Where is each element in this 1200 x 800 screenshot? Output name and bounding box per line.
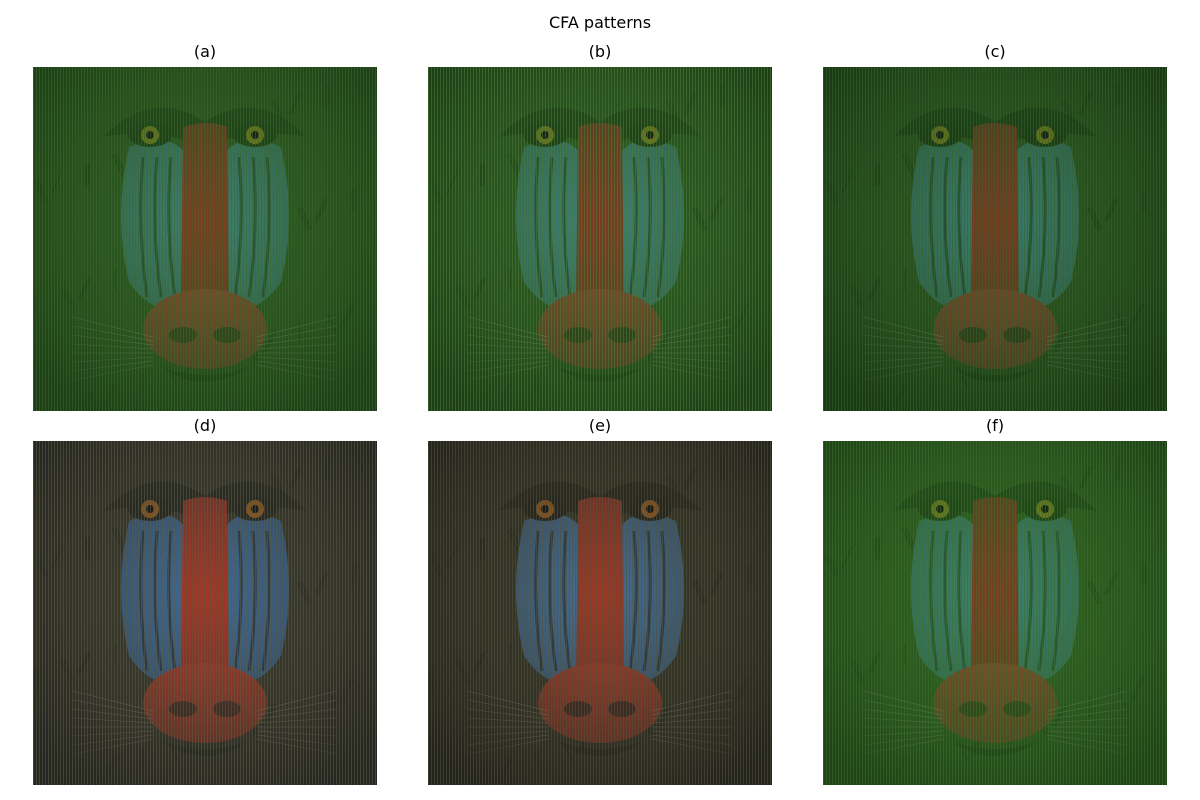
mandrill-image-e: [428, 441, 772, 785]
panel-caption-c: (c): [984, 42, 1006, 61]
mandrill-face-svg: [33, 441, 377, 785]
mandrill-image-d: [33, 441, 377, 785]
mandrill-image-f: [823, 441, 1167, 785]
panel-caption-e: (e): [588, 416, 612, 435]
mandrill-face-svg: [823, 67, 1167, 411]
mandrill-face-svg: [428, 67, 772, 411]
panel-caption-d: (d): [193, 416, 217, 435]
mandrill-face-svg: [33, 67, 377, 411]
mandrill-image-a: [33, 67, 377, 411]
mandrill-image-b: [428, 67, 772, 411]
panel-caption-b: (b): [588, 42, 612, 61]
figure-title: CFA patterns: [548, 13, 652, 32]
mandrill-face-svg: [428, 441, 772, 785]
mandrill-image-c: [823, 67, 1167, 411]
mandrill-face-svg: [823, 441, 1167, 785]
panel-caption-f: (f): [985, 416, 1005, 435]
panel-caption-a: (a): [193, 42, 217, 61]
